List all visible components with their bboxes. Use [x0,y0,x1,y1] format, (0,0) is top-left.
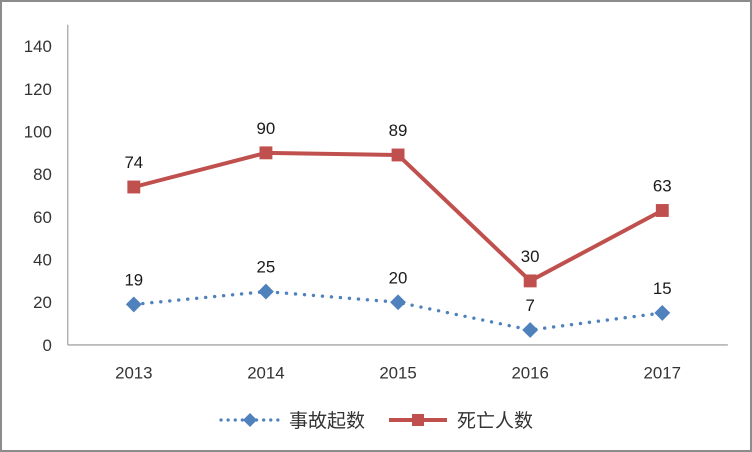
marker-diamond-icon [654,304,671,321]
data-label: 90 [257,119,276,138]
data-label: 25 [257,258,276,277]
y-tick-label: 40 [33,251,52,270]
marker-square-icon [523,274,537,288]
legend-item-accidents: 事故起数 [219,406,365,433]
data-label: 63 [653,177,672,196]
marker-diamond-icon [258,283,274,300]
y-tick-label: 80 [33,165,52,184]
x-tick-label: 2014 [247,364,284,383]
marker-square-icon [127,180,141,194]
x-tick-label: 2017 [644,364,681,383]
data-label: 30 [521,247,540,266]
legend-label-deaths: 死亡人数 [457,411,534,432]
legend-sample-deaths-icon [389,413,447,426]
legend-sample-accidents-icon [219,412,281,427]
y-tick-label: 120 [24,80,52,99]
marker-square-icon [655,204,669,217]
legend-label-accidents: 事故起数 [288,411,365,432]
marker-diamond-icon [125,296,142,313]
data-label: 7 [525,296,534,315]
data-label: 15 [653,279,672,298]
x-tick-label: 2016 [511,364,548,383]
data-label: 89 [389,121,408,140]
y-tick-label: 0 [43,336,52,355]
marker-square-icon [259,146,273,160]
y-tick-label: 140 [24,37,52,56]
data-label: 19 [124,271,143,290]
marker-diamond-icon [522,322,539,338]
marker-square-icon [391,148,405,162]
series-line-1 [133,150,664,284]
chart-legend: 事故起数 死亡人数 [2,406,750,433]
x-tick-label: 2015 [379,364,416,383]
x-tick-label: 2013 [115,364,152,383]
legend-item-deaths: 死亡人数 [387,406,533,433]
data-label: 20 [389,268,408,287]
y-tick-label: 100 [24,122,52,141]
y-tick-label: 20 [33,293,52,312]
y-tick-label: 60 [33,208,52,227]
data-label: 74 [124,153,143,172]
marker-diamond-icon [390,294,406,311]
